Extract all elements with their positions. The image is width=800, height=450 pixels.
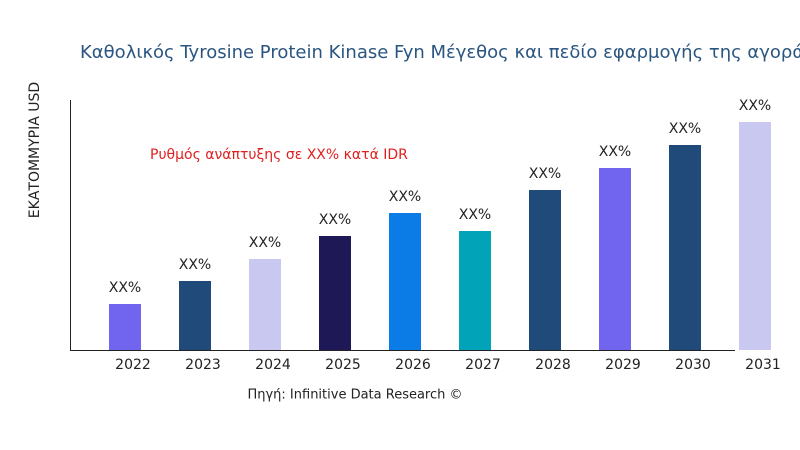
x-tick-label: 2028 [535,357,571,373]
x-tick-label: 2030 [675,357,711,373]
data-label: XX% [249,235,281,251]
bar [599,168,631,350]
data-label: XX% [459,207,491,223]
bar [529,190,561,350]
data-label: XX% [739,98,771,114]
data-label: XX% [529,166,561,182]
bar [739,122,771,350]
x-tick-label: 2029 [605,357,641,373]
x-tick-label: 2027 [465,357,501,373]
data-label: XX% [599,144,631,160]
x-tick-label: 2025 [325,357,361,373]
bar [319,236,351,350]
data-label: XX% [669,121,701,137]
x-tick-label: 2023 [185,357,221,373]
data-label: XX% [109,280,141,296]
bar [459,231,491,350]
y-axis-label: ΕΚΑΤΟΜΜΥΡΙΑ USD [27,82,43,218]
chart-title: Καθολικός Tyrosine Protein Kinase Fyn Μέ… [80,42,800,63]
bar [249,259,281,350]
data-label: XX% [389,189,421,205]
bar [389,213,421,350]
bar [179,281,211,350]
x-tick-label: 2022 [115,357,151,373]
annotation: Ρυθμός ανάπτυξης σε XX% κατά IDR [150,147,408,163]
bar [669,145,701,350]
x-tick-label: 2026 [395,357,431,373]
bar [109,304,141,350]
data-label: XX% [319,212,351,228]
source: Πηγή: Infinitive Data Research © [247,388,462,403]
data-label: XX% [179,257,211,273]
x-tick-label: 2024 [255,357,291,373]
x-tick-label: 2031 [745,357,781,373]
